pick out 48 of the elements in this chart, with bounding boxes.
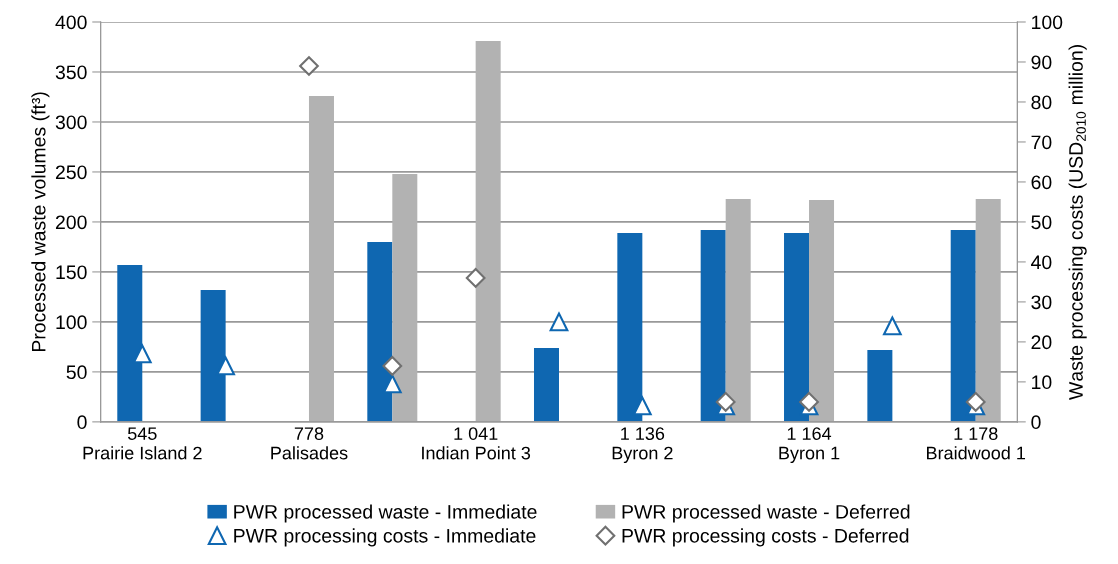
- bar: [392, 173, 418, 422]
- y-tick-label: 100: [56, 315, 87, 330]
- y2-tick-label: 50: [1031, 215, 1052, 230]
- y2-tick-label: 0: [1031, 415, 1041, 430]
- bar: [809, 199, 835, 422]
- point: [216, 356, 236, 376]
- point: [882, 316, 902, 336]
- point: [632, 396, 652, 416]
- y2-tick-label: 90: [1031, 55, 1052, 70]
- y2-tick-label: 70: [1031, 135, 1052, 150]
- x-tick-label: 1 178 Braidwood 1: [927, 427, 1026, 460]
- y2-tick-label: 40: [1031, 255, 1052, 270]
- y-tick-label: 200: [55, 215, 87, 230]
- y2-tick-label: 10: [1032, 375, 1052, 390]
- bar: [975, 198, 1001, 422]
- legend-label: PWR processed waste - Immediate: [234, 504, 537, 523]
- y-tick-label: 350: [55, 65, 87, 80]
- x-tick-label: 778 Palisades: [271, 427, 348, 460]
- x-tick-label: 1 136 Byron 2: [612, 427, 673, 464]
- bar: [308, 95, 334, 422]
- point: [382, 356, 403, 376]
- y2-tick-label: 100: [1032, 15, 1063, 30]
- y2-axis-title: Waste processing costs (USD$_{2010}$ million): [1068, 45, 1087, 400]
- y2-tick-label: 80: [1031, 95, 1052, 110]
- y-tick-label: 50: [66, 365, 87, 380]
- x-tick-label: 1 164 Byron 1: [779, 427, 840, 464]
- point: [465, 268, 486, 288]
- legend-label: PWR processing costs - Deferred: [622, 528, 909, 547]
- y2-tick-label: 60: [1031, 175, 1052, 190]
- bar: [475, 40, 501, 422]
- bar: [725, 198, 751, 422]
- legend-label: PWR processed waste - Deferred: [622, 504, 910, 523]
- y-tick-label: 400: [55, 15, 87, 30]
- y2-tick-label: 20: [1031, 335, 1052, 350]
- point: [382, 374, 402, 394]
- y-tick-label: 300: [55, 115, 87, 130]
- y-tick-label: 0: [77, 415, 87, 430]
- bar: [534, 347, 559, 422]
- point: [299, 56, 319, 76]
- point: [549, 312, 569, 332]
- x-tick-label: 1 041 Indian Point 3: [422, 427, 531, 460]
- y-axis-title: Processed waste volumes (ft³): [31, 92, 50, 352]
- point: [132, 344, 152, 364]
- y2-tick-label: 30: [1031, 295, 1052, 310]
- legend-label: PWR processing costs - Immediate: [234, 528, 536, 547]
- y-tick-label: 250: [55, 165, 87, 180]
- y-tick-label: 150: [56, 265, 87, 280]
- bar: [867, 349, 893, 422]
